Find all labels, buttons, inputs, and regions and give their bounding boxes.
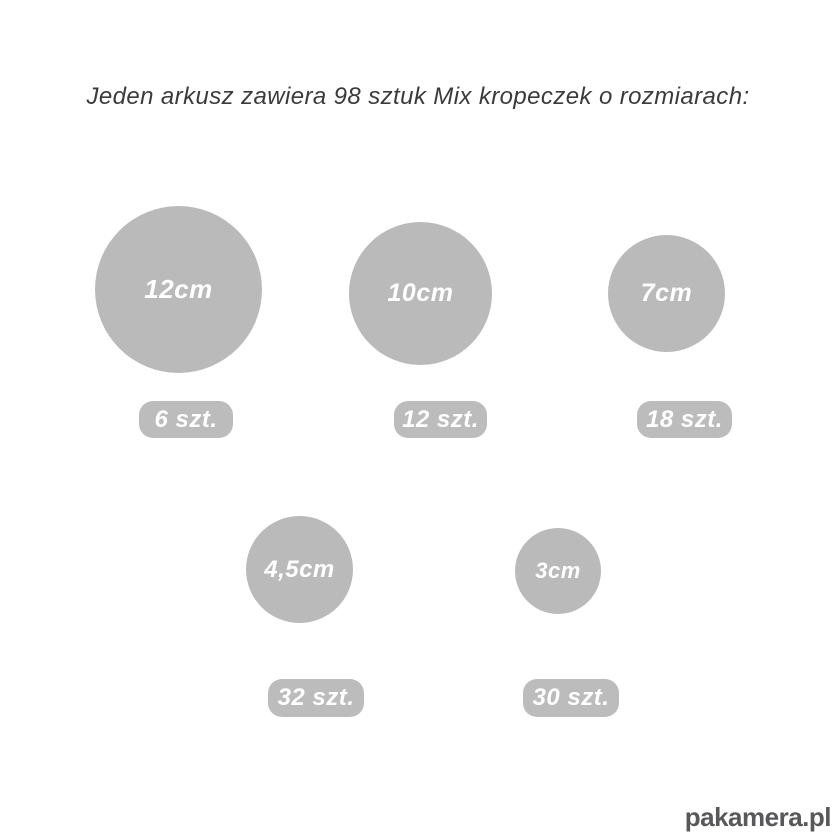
count-badge-4-5cm: 32 szt. <box>268 679 364 717</box>
dot-size-label: 3cm <box>535 558 581 583</box>
sheet-contents-title: Jeden arkusz zawiera 98 sztuk Mix kropec… <box>86 83 750 110</box>
count-label: 32 szt. <box>277 684 355 711</box>
dot-size-label: 7cm <box>640 279 693 307</box>
count-badge-3cm: 30 szt. <box>523 679 619 717</box>
count-label: 18 szt. <box>646 405 723 433</box>
dot-circle-4-5cm: 4,5cm <box>246 516 353 623</box>
pakamera-logo: pakamera.pl <box>684 802 832 832</box>
dot-size-label: 12cm <box>144 274 213 304</box>
dot-circle-3cm: 3cm <box>515 528 601 614</box>
count-label: 12 szt. <box>402 405 479 433</box>
dot-circle-7cm: 7cm <box>608 235 725 352</box>
dot-circle-12cm: 12cm <box>95 206 262 373</box>
count-badge-7cm: 18 szt. <box>637 401 732 438</box>
count-label: 30 szt. <box>532 684 610 711</box>
dot-size-label: 10cm <box>387 279 454 307</box>
count-badge-12cm: 6 szt. <box>139 401 233 438</box>
dot-size-label: 4,5cm <box>264 555 335 583</box>
dot-circle-10cm: 10cm <box>349 222 492 365</box>
count-badge-10cm: 12 szt. <box>394 401 487 438</box>
count-label: 6 szt. <box>154 405 218 433</box>
